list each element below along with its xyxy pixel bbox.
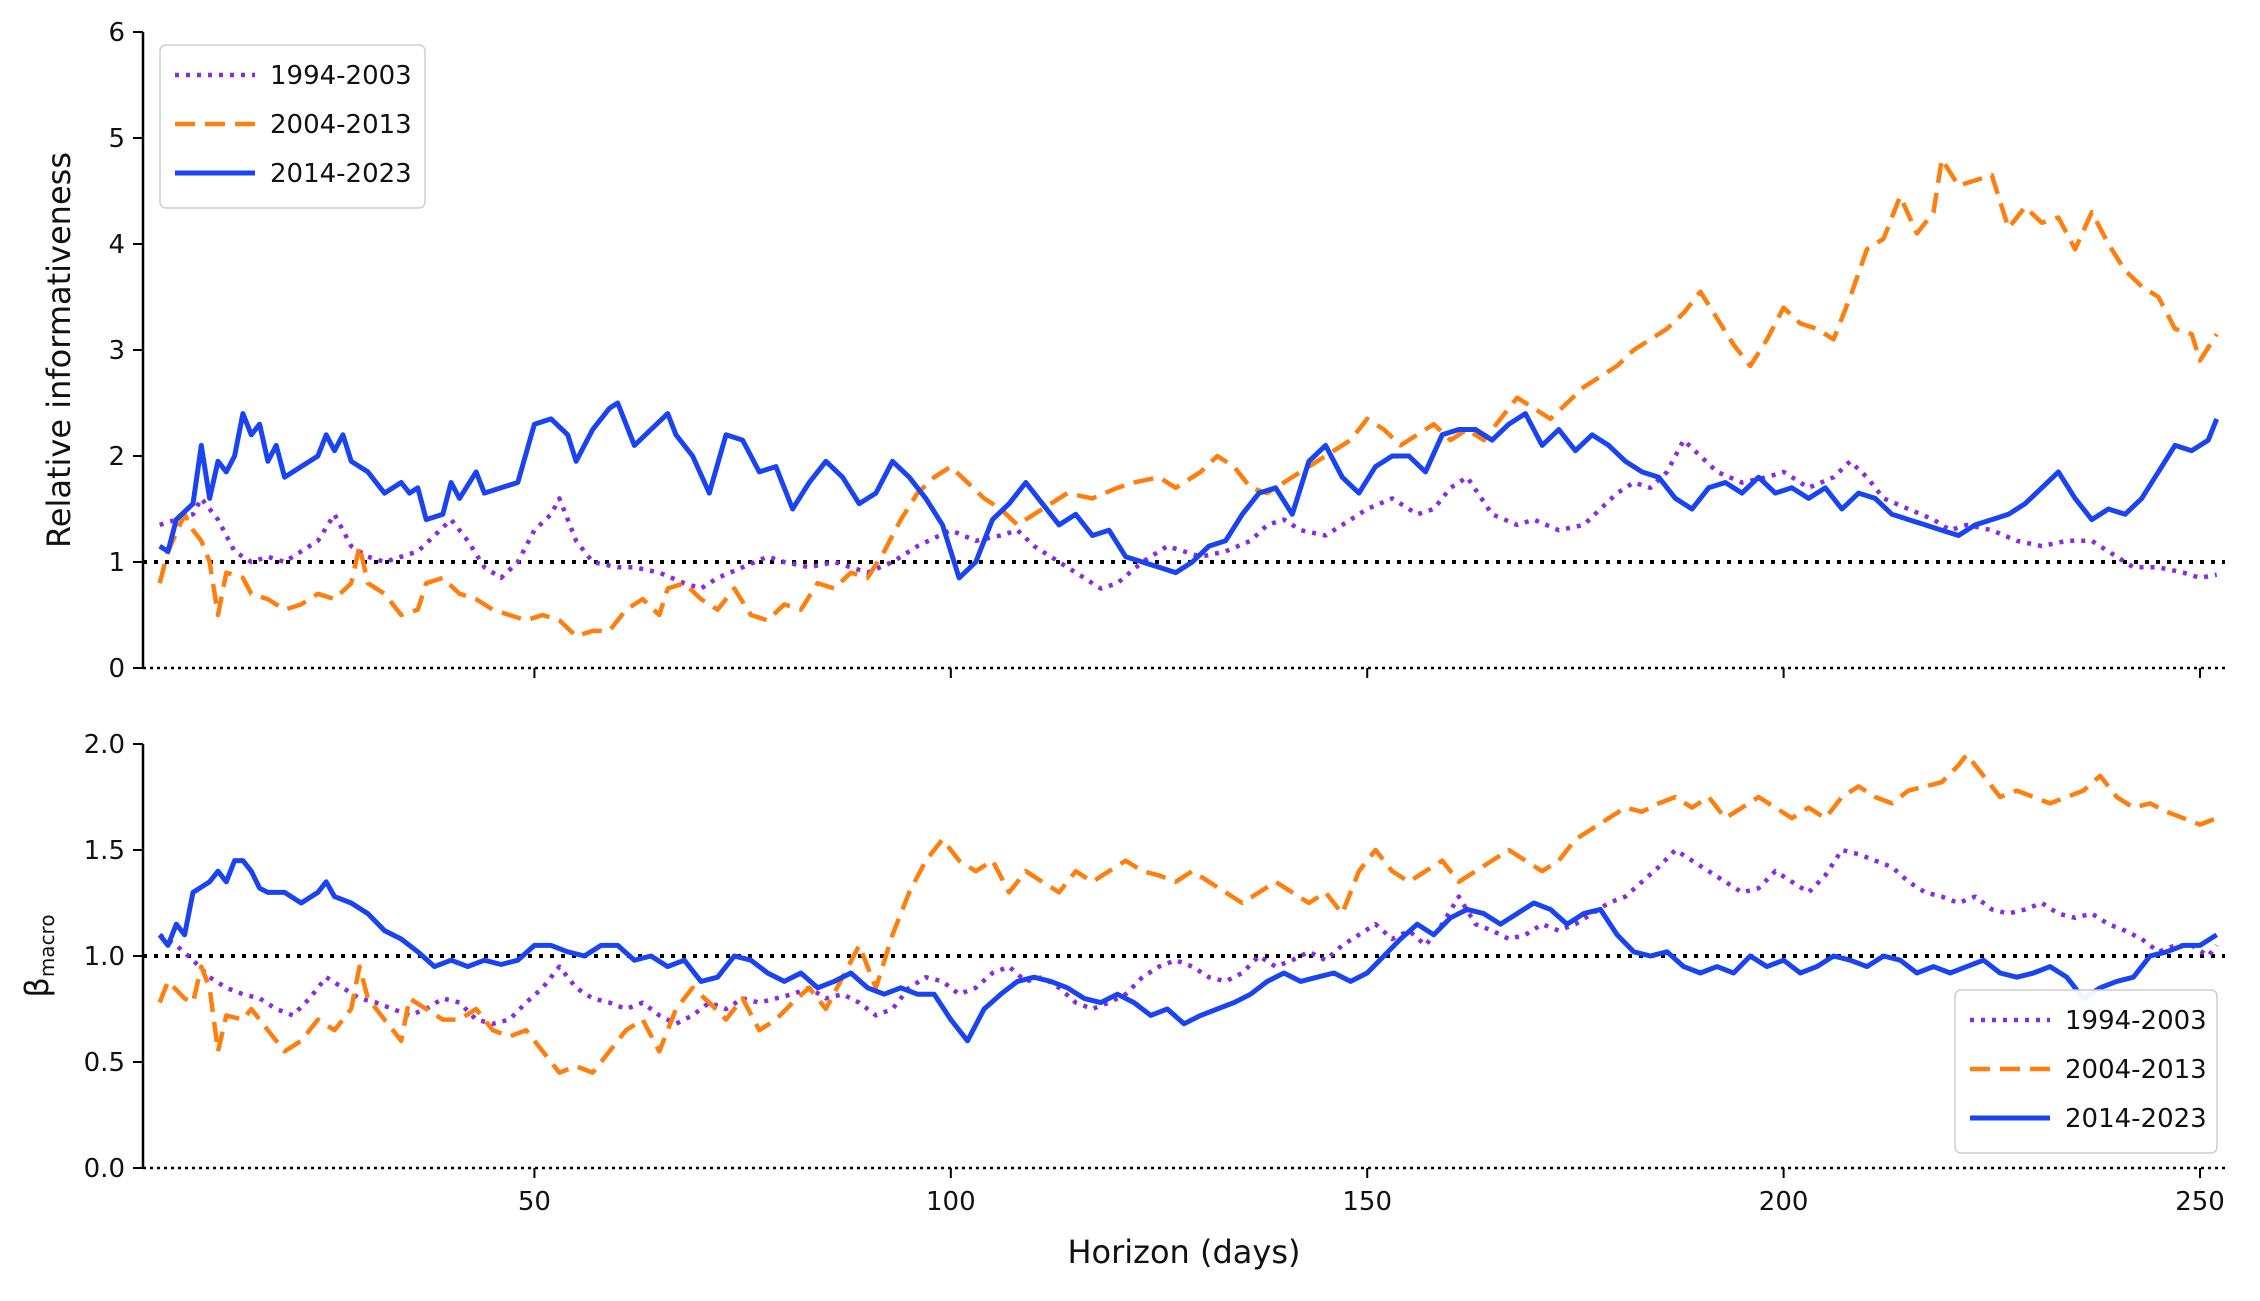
series-line-2004-2013 (157, 156, 2219, 639)
y-axis-title: βmacro (18, 914, 59, 997)
y-tick-label: 1.0 (84, 942, 125, 972)
legend-label: 2004-2013 (270, 110, 412, 140)
y-tick-label: 4 (108, 230, 125, 260)
y-axis-title: Relative informativeness (40, 152, 78, 548)
x-tick-label: 200 (1759, 1187, 1809, 1217)
y-tick-label: 0 (108, 654, 125, 684)
panel-2: 0.0 0.5 1.0 1.5 2.0 50 100 150 200 250 βmacro Horiz… (18, 730, 2225, 1271)
y-tick-label: 0.5 (84, 1048, 125, 1078)
legend-label: 1994-2003 (2065, 1006, 2207, 1036)
y-tick-label: 1 (108, 548, 125, 578)
legend: 1994-2003 2004-2013 2014-2023 (159, 44, 426, 209)
legend-label: 1994-2003 (270, 61, 412, 91)
x-tick-label: 150 (1342, 1187, 1392, 1217)
x-axis-title: Horizon (days) (1067, 1233, 1300, 1271)
y-axis-title-subscript: macro (35, 914, 59, 977)
series-line-1994-2003 (158, 847, 2219, 1027)
x-tick-label: 250 (2175, 1187, 2225, 1217)
y-tick-label: 5 (108, 124, 125, 154)
y-tick-label: 2.0 (84, 730, 125, 760)
legend-label: 2014-2023 (270, 159, 412, 189)
series-line-2004-2013 (157, 752, 2218, 1075)
y-tick-label: 3 (108, 336, 125, 366)
series-line-2014-2023 (157, 858, 2219, 1044)
panel-1: 0 1 2 3 4 5 6 Relative informativeness 1994-2003… (40, 18, 2225, 684)
y-tick-label: 2 (108, 442, 125, 472)
legend-label: 2004-2013 (2065, 1055, 2207, 1085)
series-line-2014-2023 (158, 400, 2220, 581)
x-tick-label: 100 (926, 1187, 976, 1217)
legend: 1994-2003 2004-2013 2014-2023 (1954, 989, 2218, 1154)
legend-box (1954, 989, 2218, 1154)
legend-label: 2014-2023 (2065, 1104, 2207, 1134)
y-tick-label: 0.0 (84, 1154, 125, 1184)
y-axis-title-symbol: β (18, 977, 56, 997)
legend-box (159, 44, 426, 209)
x-tick-label: 50 (518, 1187, 551, 1217)
y-tick-label: 6 (108, 18, 125, 48)
y-tick-label: 1.5 (84, 836, 125, 866)
